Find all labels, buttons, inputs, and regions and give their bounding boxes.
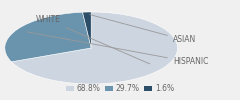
Text: WHITE: WHITE (36, 16, 150, 64)
Wedge shape (83, 12, 91, 48)
Legend: 68.8%, 29.7%, 1.6%: 68.8%, 29.7%, 1.6% (63, 81, 177, 96)
Wedge shape (5, 12, 91, 62)
Text: ASIAN: ASIAN (90, 15, 196, 45)
Wedge shape (12, 12, 178, 84)
Text: HISPANIC: HISPANIC (27, 32, 208, 66)
